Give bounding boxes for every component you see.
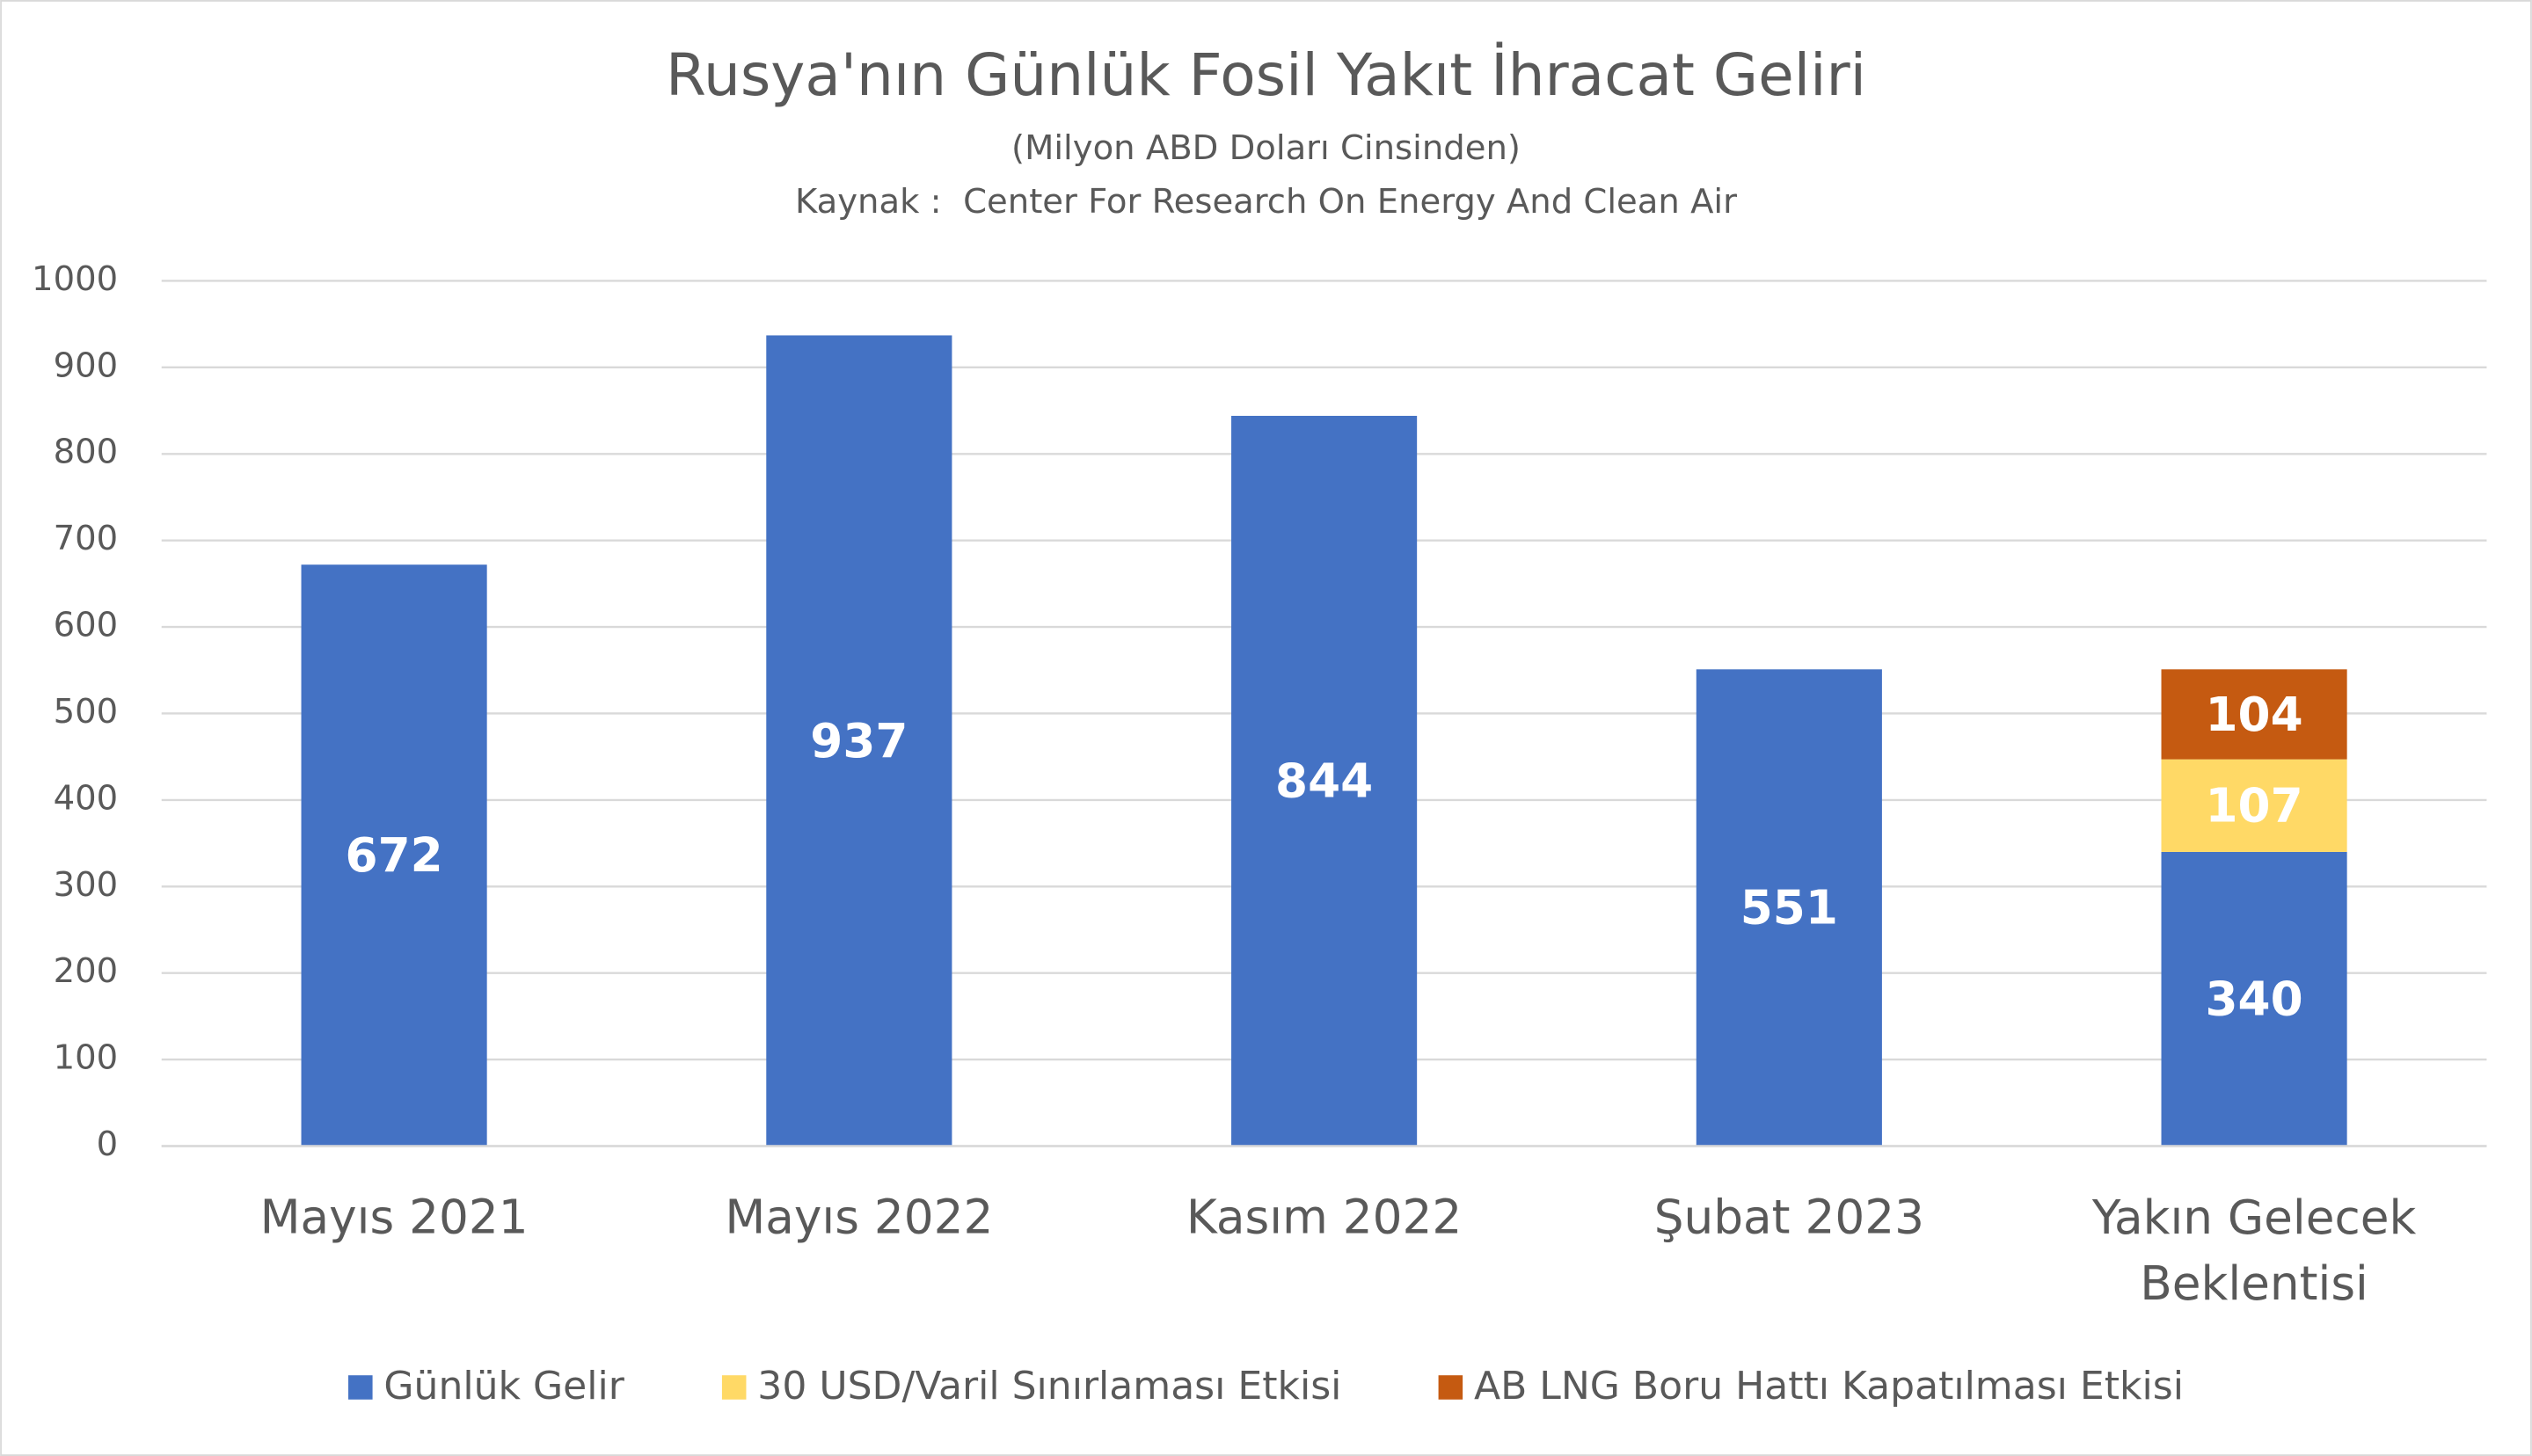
legend-item: Günlük Gelir xyxy=(348,1364,625,1409)
y-tick-label: 100 xyxy=(54,1038,119,1078)
data-label: 844 xyxy=(1275,754,1373,809)
bar-segment xyxy=(1231,415,1418,1147)
y-tick-label: 400 xyxy=(54,778,119,818)
bar-segment xyxy=(766,335,952,1147)
legend-label: Günlük Gelir xyxy=(383,1364,624,1409)
legend-swatch xyxy=(721,1375,747,1400)
y-tick-label: 200 xyxy=(54,951,119,991)
bar-segment xyxy=(2161,851,2347,1147)
y-tick-label: 300 xyxy=(54,865,119,905)
bar-segment xyxy=(2161,759,2347,852)
data-label: 340 xyxy=(2206,972,2303,1027)
data-label: 104 xyxy=(2206,688,2303,742)
x-tick-label: Yakın Gelecek Beklentisi xyxy=(2091,1190,2417,1311)
bar-segment xyxy=(2161,669,2347,760)
y-tick-label: 900 xyxy=(54,346,119,385)
chart-title: Rusya'nın Günlük Fosil Yakıt İhracat Gel… xyxy=(666,41,1866,109)
data-label: 551 xyxy=(1740,881,1838,935)
legend-item: AB LNG Boru Hattı Kapatılması Etkisi xyxy=(1438,1364,2184,1409)
y-tick-label: 500 xyxy=(54,692,119,732)
data-label: 672 xyxy=(346,828,443,883)
data-label: 937 xyxy=(810,714,908,768)
y-tick-label: 0 xyxy=(97,1125,119,1164)
legend-label: 30 USD/Varil Sınırlaması Etkisi xyxy=(757,1364,1341,1409)
y-tick-label: 800 xyxy=(54,433,119,472)
x-tick-label: Mayıs 2021 xyxy=(260,1190,529,1245)
legend-swatch xyxy=(348,1375,373,1400)
x-tick-label: Şubat 2023 xyxy=(1654,1190,1924,1245)
bar-segment xyxy=(1696,669,1882,1147)
x-tick-label: Kasım 2022 xyxy=(1186,1190,1462,1245)
x-tick-label: Mayıs 2022 xyxy=(725,1190,993,1245)
bar-segment xyxy=(301,564,487,1147)
data-label: 107 xyxy=(2206,779,2303,834)
y-tick-label: 700 xyxy=(54,519,119,558)
y-tick-label: 1000 xyxy=(32,259,118,299)
chart-source: Kaynak : Center For Research On Energy A… xyxy=(795,182,1737,222)
legend-swatch xyxy=(1438,1375,1463,1400)
legend-label: AB LNG Boru Hattı Kapatılması Etkisi xyxy=(1474,1364,2184,1409)
legend-item: 30 USD/Varil Sınırlaması Etkisi xyxy=(721,1364,1341,1409)
chart-subtitle: (Milyon ABD Doları Cinsinden) xyxy=(1011,128,1521,168)
y-tick-label: 600 xyxy=(54,606,119,645)
